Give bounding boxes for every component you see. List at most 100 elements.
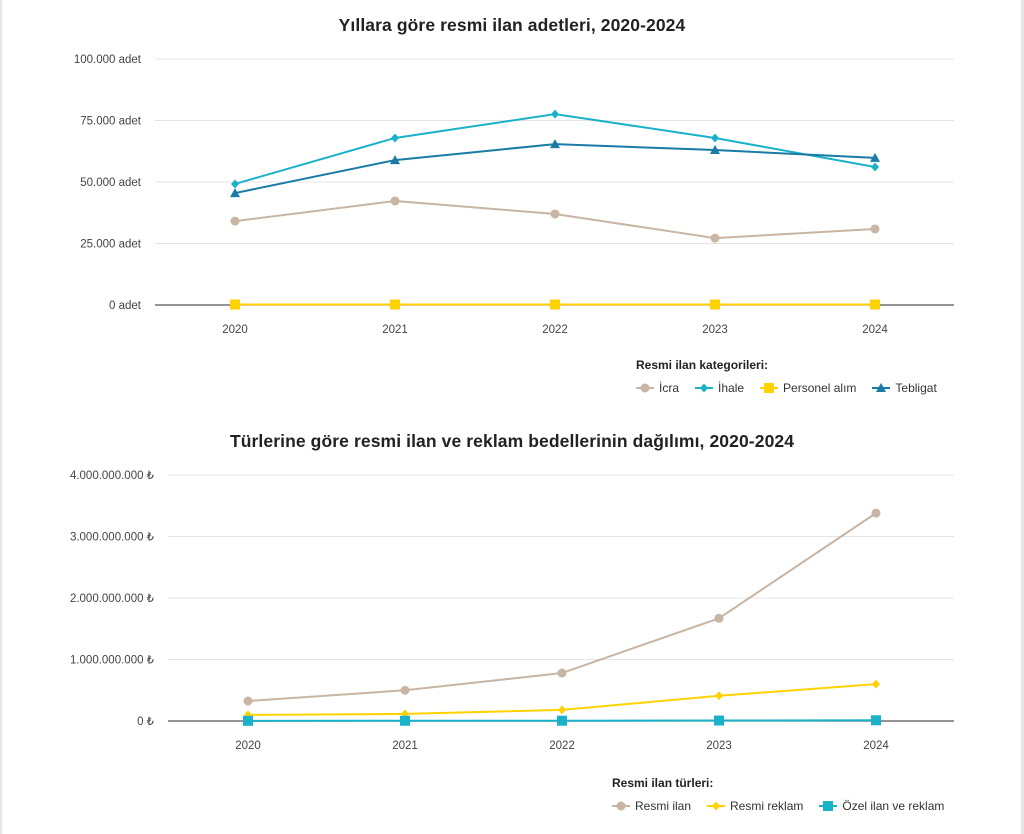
data-point[interactable] xyxy=(230,299,240,310)
data-point[interactable] xyxy=(400,715,410,726)
series-i̇hale xyxy=(231,109,879,189)
data-point[interactable] xyxy=(550,209,560,219)
legend-swatch-icon xyxy=(695,383,714,393)
data-point[interactable] xyxy=(710,145,720,155)
data-point[interactable] xyxy=(714,715,724,726)
data-point[interactable] xyxy=(872,679,880,689)
x-tick-label: 2022 xyxy=(549,740,575,752)
chart-legend: Resmi ilan türleri: Resmi ilan Resmi rekl… xyxy=(612,776,944,813)
legend-title: Resmi ilan türleri: xyxy=(612,776,714,790)
legend-item[interactable]: Resmi reklam xyxy=(707,799,803,813)
data-point[interactable] xyxy=(230,188,240,198)
data-point[interactable] xyxy=(871,508,881,518)
legend-marker-icon xyxy=(640,383,650,393)
legend-marker-icon xyxy=(712,801,721,811)
series-resmi-ilan xyxy=(243,508,881,706)
data-point[interactable] xyxy=(390,155,400,165)
series-personel-alım xyxy=(230,299,880,310)
legend-marker-icon xyxy=(764,383,775,393)
legend-items: İcra İhale Personel alım Tebligat xyxy=(636,381,937,395)
series-tebligat xyxy=(230,139,880,198)
legend-label: Resmi reklam xyxy=(730,799,804,813)
series-i̇cra xyxy=(230,196,880,243)
legend-label: Tebligat xyxy=(895,381,937,395)
legend-label: Özel ilan ve reklam xyxy=(842,799,945,813)
data-point[interactable] xyxy=(710,299,720,310)
data-point[interactable] xyxy=(243,696,253,706)
chart-plot: 0 adet 25.000 adet 50.000 adet 75.000 adet 1… xyxy=(74,54,954,336)
page-scrollbar[interactable] xyxy=(1021,0,1024,834)
legend-item[interactable]: İhale xyxy=(695,381,744,395)
data-point[interactable] xyxy=(714,613,724,623)
legend-swatch-icon xyxy=(760,383,779,393)
data-point[interactable] xyxy=(870,152,880,162)
data-point[interactable] xyxy=(870,224,880,234)
y-tick-label: 50.000 adet xyxy=(80,177,142,189)
x-tick-label: 2023 xyxy=(706,740,732,752)
legend-swatch-icon xyxy=(872,383,891,392)
legend-title: Resmi ilan kategorileri: xyxy=(636,358,769,372)
data-point[interactable] xyxy=(391,133,399,143)
legend-item[interactable]: Tebligat xyxy=(872,381,937,395)
legend-swatch-icon xyxy=(707,801,726,811)
y-tick-label: 75.000 adet xyxy=(80,116,142,128)
data-point[interactable] xyxy=(871,162,879,172)
x-tick-label: 2020 xyxy=(222,324,248,336)
legend-item[interactable]: Özel ilan ve reklam xyxy=(819,799,944,813)
data-point[interactable] xyxy=(557,668,567,678)
y-tick-label: 2.000.000.000 ₺ xyxy=(70,593,155,605)
data-point[interactable] xyxy=(550,139,560,149)
legend-swatch-icon xyxy=(612,801,630,811)
y-tick-label: 25.000 adet xyxy=(80,239,142,251)
x-tick-label: 2024 xyxy=(862,324,888,336)
series-resmi-reklam xyxy=(244,679,880,720)
data-point[interactable] xyxy=(390,299,400,310)
legend-label: İcra xyxy=(659,381,680,395)
series-özel-ilan-ve-reklam xyxy=(243,715,881,726)
y-tick-label: 3.000.000.000 ₺ xyxy=(70,532,155,544)
legend-marker-icon xyxy=(700,383,709,393)
y-tick-label: 1.000.000.000 ₺ xyxy=(70,655,155,667)
data-point[interactable] xyxy=(558,705,566,715)
x-tick-label: 2024 xyxy=(863,740,889,752)
x-tick-label: 2021 xyxy=(382,324,408,336)
legend-label: İhale xyxy=(718,381,745,395)
data-point[interactable] xyxy=(557,715,567,726)
legend-swatch-icon xyxy=(636,383,654,393)
data-point[interactable] xyxy=(710,233,720,243)
y-tick-label: 0 adet xyxy=(109,300,142,312)
legend-items: Resmi ilan Resmi reklam Özel ilan ve rekla… xyxy=(612,799,944,813)
legend-item[interactable]: Personel alım xyxy=(760,381,856,395)
data-point[interactable] xyxy=(715,691,723,701)
data-point[interactable] xyxy=(550,299,560,310)
chart-title: Yıllara göre resmi ilan adetleri, 2020-2… xyxy=(338,15,686,35)
legend-item[interactable]: Resmi ilan xyxy=(612,799,691,813)
legend-marker-icon xyxy=(823,801,834,811)
data-point[interactable] xyxy=(230,216,240,226)
y-tick-label: 100.000 adet xyxy=(74,54,142,66)
y-tick-label: 4.000.000.000 ₺ xyxy=(70,470,155,482)
y-tick-label: 0 ₺ xyxy=(137,716,155,728)
legend-label: Resmi ilan xyxy=(635,799,692,813)
data-point[interactable] xyxy=(871,715,881,726)
page-edge-left xyxy=(0,0,2,834)
data-point[interactable] xyxy=(400,685,410,695)
data-point[interactable] xyxy=(231,179,239,189)
legend-marker-icon xyxy=(876,383,887,392)
data-point[interactable] xyxy=(243,715,253,726)
chart-title: Türlerine göre resmi ilan ve reklam bede… xyxy=(229,431,795,451)
legend-swatch-icon xyxy=(819,801,838,811)
data-point[interactable] xyxy=(390,196,400,206)
data-point[interactable] xyxy=(551,109,559,119)
data-point[interactable] xyxy=(870,299,880,310)
x-tick-label: 2023 xyxy=(702,324,728,336)
legend-marker-icon xyxy=(616,801,626,811)
x-tick-label: 2022 xyxy=(542,324,568,336)
data-point[interactable] xyxy=(711,133,719,143)
legend-label: Personel alım xyxy=(783,381,857,395)
x-tick-label: 2021 xyxy=(392,740,418,752)
legend-item[interactable]: İcra xyxy=(636,381,679,395)
chart-ilan-adetleri: Yıllara göre resmi ilan adetleri, 2020-2… xyxy=(74,15,954,395)
